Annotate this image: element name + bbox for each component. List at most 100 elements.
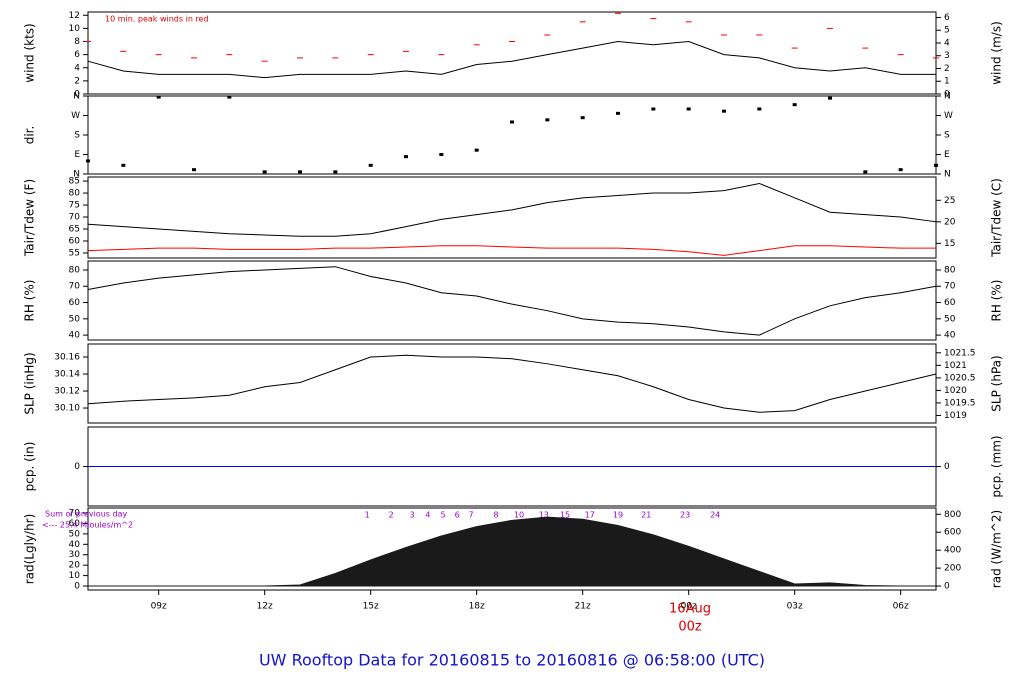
y-tick-label: 12 [69,11,80,21]
y2-tick-label: 15 [944,239,955,249]
y-tick-label: 60 [69,236,81,246]
x-tick-label: 09z [151,602,167,612]
dir-point [404,155,408,159]
rad-area [88,516,936,587]
y-tick-label: 0 [74,582,80,592]
x-tick-label: 21z [575,602,591,612]
y2-tick-label: 4 [944,38,950,48]
x-tick-label: 18z [469,602,485,612]
hour-mark: 2 [389,511,394,520]
dir-point [156,95,161,99]
panel-frame [87,507,937,591]
y-tick-label: 30 [69,550,81,560]
dir-point [686,107,691,111]
y-tick-label: 30.14 [54,370,80,380]
series-line [87,245,936,256]
dir-point [192,168,196,172]
date-label: 16Aug [669,602,711,617]
y-tick-label: 40 [69,540,81,550]
y-tick-label: 30.10 [54,404,80,414]
dir-point [792,103,797,107]
y-tick-label: 8 [74,37,80,47]
y-tick-label: 10 [69,24,81,34]
y2-tick-label: 70 [944,282,956,292]
y2-axis-title: Tair/Tdew (C) [990,178,1004,258]
y2-tick-label: 5 [944,26,950,36]
y2-tick-label: 2 [944,64,950,74]
y-tick-label: 80 [69,189,81,199]
y2-tick-label: 1020 [944,386,967,396]
series-line [87,354,937,413]
panel-frame [87,95,937,175]
y-tick-label: 60 [69,519,81,529]
dir-point [722,109,726,113]
y-axis-title: RH (%) [23,280,37,322]
annotation: 10 min. peak winds in red [105,15,209,24]
y2-tick-label: W [944,111,953,121]
y-tick-label: N [73,92,80,102]
y-tick-label: 70 [69,509,81,519]
hour-mark: 8 [494,511,499,520]
y-tick-label: 30.12 [54,387,80,397]
dir-point [439,153,444,156]
series-line [87,41,936,79]
series-line [87,266,937,336]
y2-tick-label: 40 [944,331,956,341]
y2-tick-label: 3 [944,51,950,61]
y2-tick-label: N [944,170,951,180]
series-line [87,182,937,237]
dir-point [863,170,868,174]
y2-axis-title: RH (%) [990,280,1004,322]
panel-frame [87,11,937,95]
hour-mark: 10 [514,511,524,520]
hour-mark: 4 [425,511,430,520]
y-tick-label: 0 [74,90,80,100]
y-tick-label: 55 [69,248,80,258]
y-tick-label: 4 [74,63,80,73]
y2-tick-label: 1021 [944,361,967,371]
hour-mark: 1 [365,511,370,520]
dir-point [262,170,267,174]
y2-tick-label: E [944,150,950,160]
hour-mark: 15 [560,511,570,520]
y2-tick-label: 25 [944,196,955,206]
y-tick-label: 10 [69,571,81,581]
x-tick-label: 15z [363,602,379,612]
y2-axis-title: rad (W/m^2) [990,510,1004,588]
y-tick-label: 40 [69,331,81,341]
y-axis-title: SLP (inHg) [23,352,37,414]
y2-tick-label: N [944,92,951,102]
y-axis-title: wind (kts) [23,23,37,82]
y2-tick-label: 80 [944,265,956,275]
dir-point [510,120,514,124]
hour-mark: 5 [441,511,446,520]
dir-point [651,107,656,111]
x-tick-label: 03z [787,602,803,612]
dir-point [298,170,302,174]
y-tick-label: 50 [69,314,81,324]
y-tick-label: 6 [74,50,80,60]
annotation: <--- 25.4 MJoules/m^2 [42,521,133,530]
y-tick-label: 0 [74,462,80,472]
y-tick-label: 70 [69,213,81,223]
y2-tick-label: 6 [944,13,950,23]
y-tick-label: S [74,131,80,141]
y2-tick-label: 1019 [944,411,967,421]
y2-tick-label: 20 [944,217,956,227]
y-tick-label: 2 [74,76,80,86]
y-tick-label: 30.16 [54,353,80,363]
dir-point [474,148,479,152]
x-tick-label: 06z [893,602,909,612]
y-tick-label: 50 [69,529,81,539]
y2-tick-label: 1020.5 [944,373,976,383]
dir-point [580,116,585,120]
y2-tick-label: 400 [944,546,961,556]
panel-frame [87,260,937,341]
y-axis-title: dir. [23,126,37,145]
y-tick-label: 20 [69,561,81,571]
hour-mark: 13 [539,511,549,520]
y2-tick-label: 800 [944,510,961,520]
y2-tick-label: S [944,131,950,141]
y-axis-title: pcp. (in) [23,442,37,492]
y2-tick-label: 0 [944,90,950,100]
